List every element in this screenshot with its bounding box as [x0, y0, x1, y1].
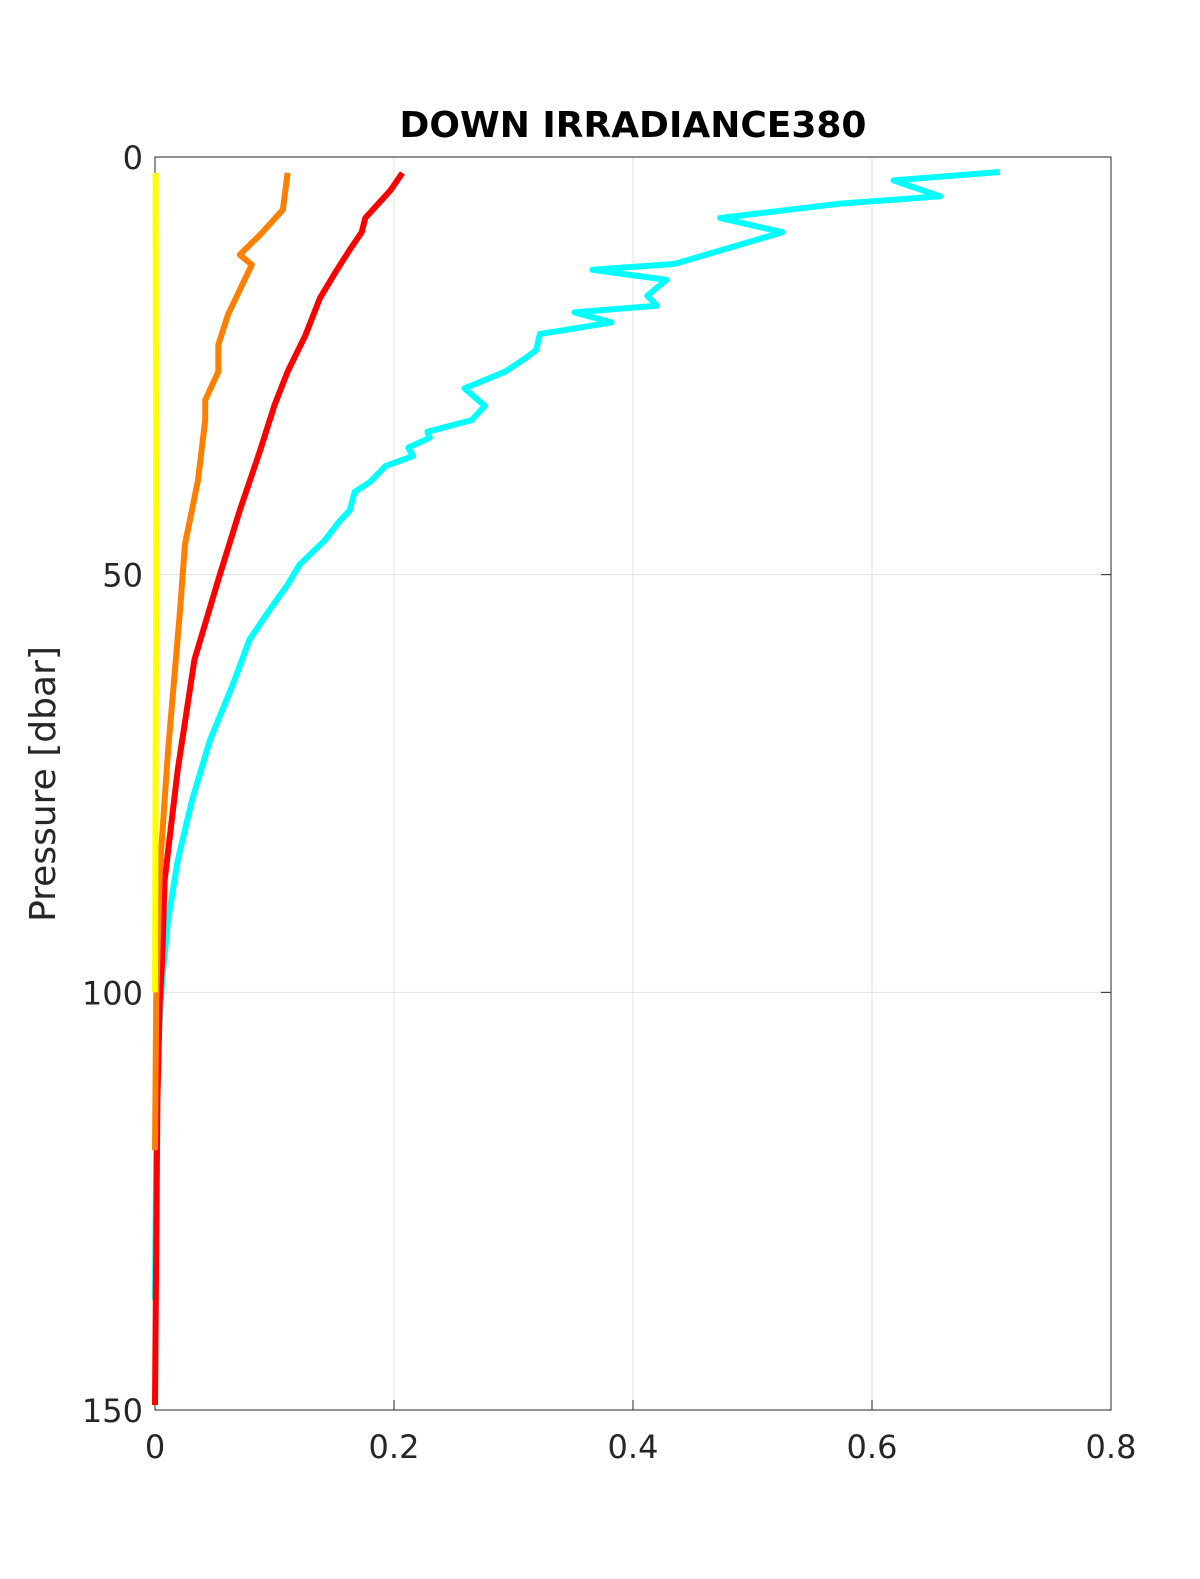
y-tick-label: 100: [82, 974, 143, 1012]
y-tick-label: 150: [82, 1392, 143, 1430]
x-tick-label: 0: [145, 1428, 165, 1466]
y-tick-label: 0: [123, 139, 143, 177]
profile-line: [152, 172, 291, 1151]
profile-line: [152, 171, 405, 1406]
chart-title: DOWN IRRADIANCE380: [400, 105, 867, 146]
profile-line: [152, 169, 1001, 1300]
x-tick-label: 0.6: [847, 1428, 898, 1466]
x-tick-label: 0.4: [608, 1428, 659, 1466]
y-axis-label: Pressure [dbar]: [23, 646, 64, 922]
y-tick-label: 50: [102, 557, 143, 595]
x-tick-label: 0.8: [1086, 1428, 1137, 1466]
profile-line: [152, 172, 160, 993]
x-tick-label: 0.2: [369, 1428, 420, 1466]
